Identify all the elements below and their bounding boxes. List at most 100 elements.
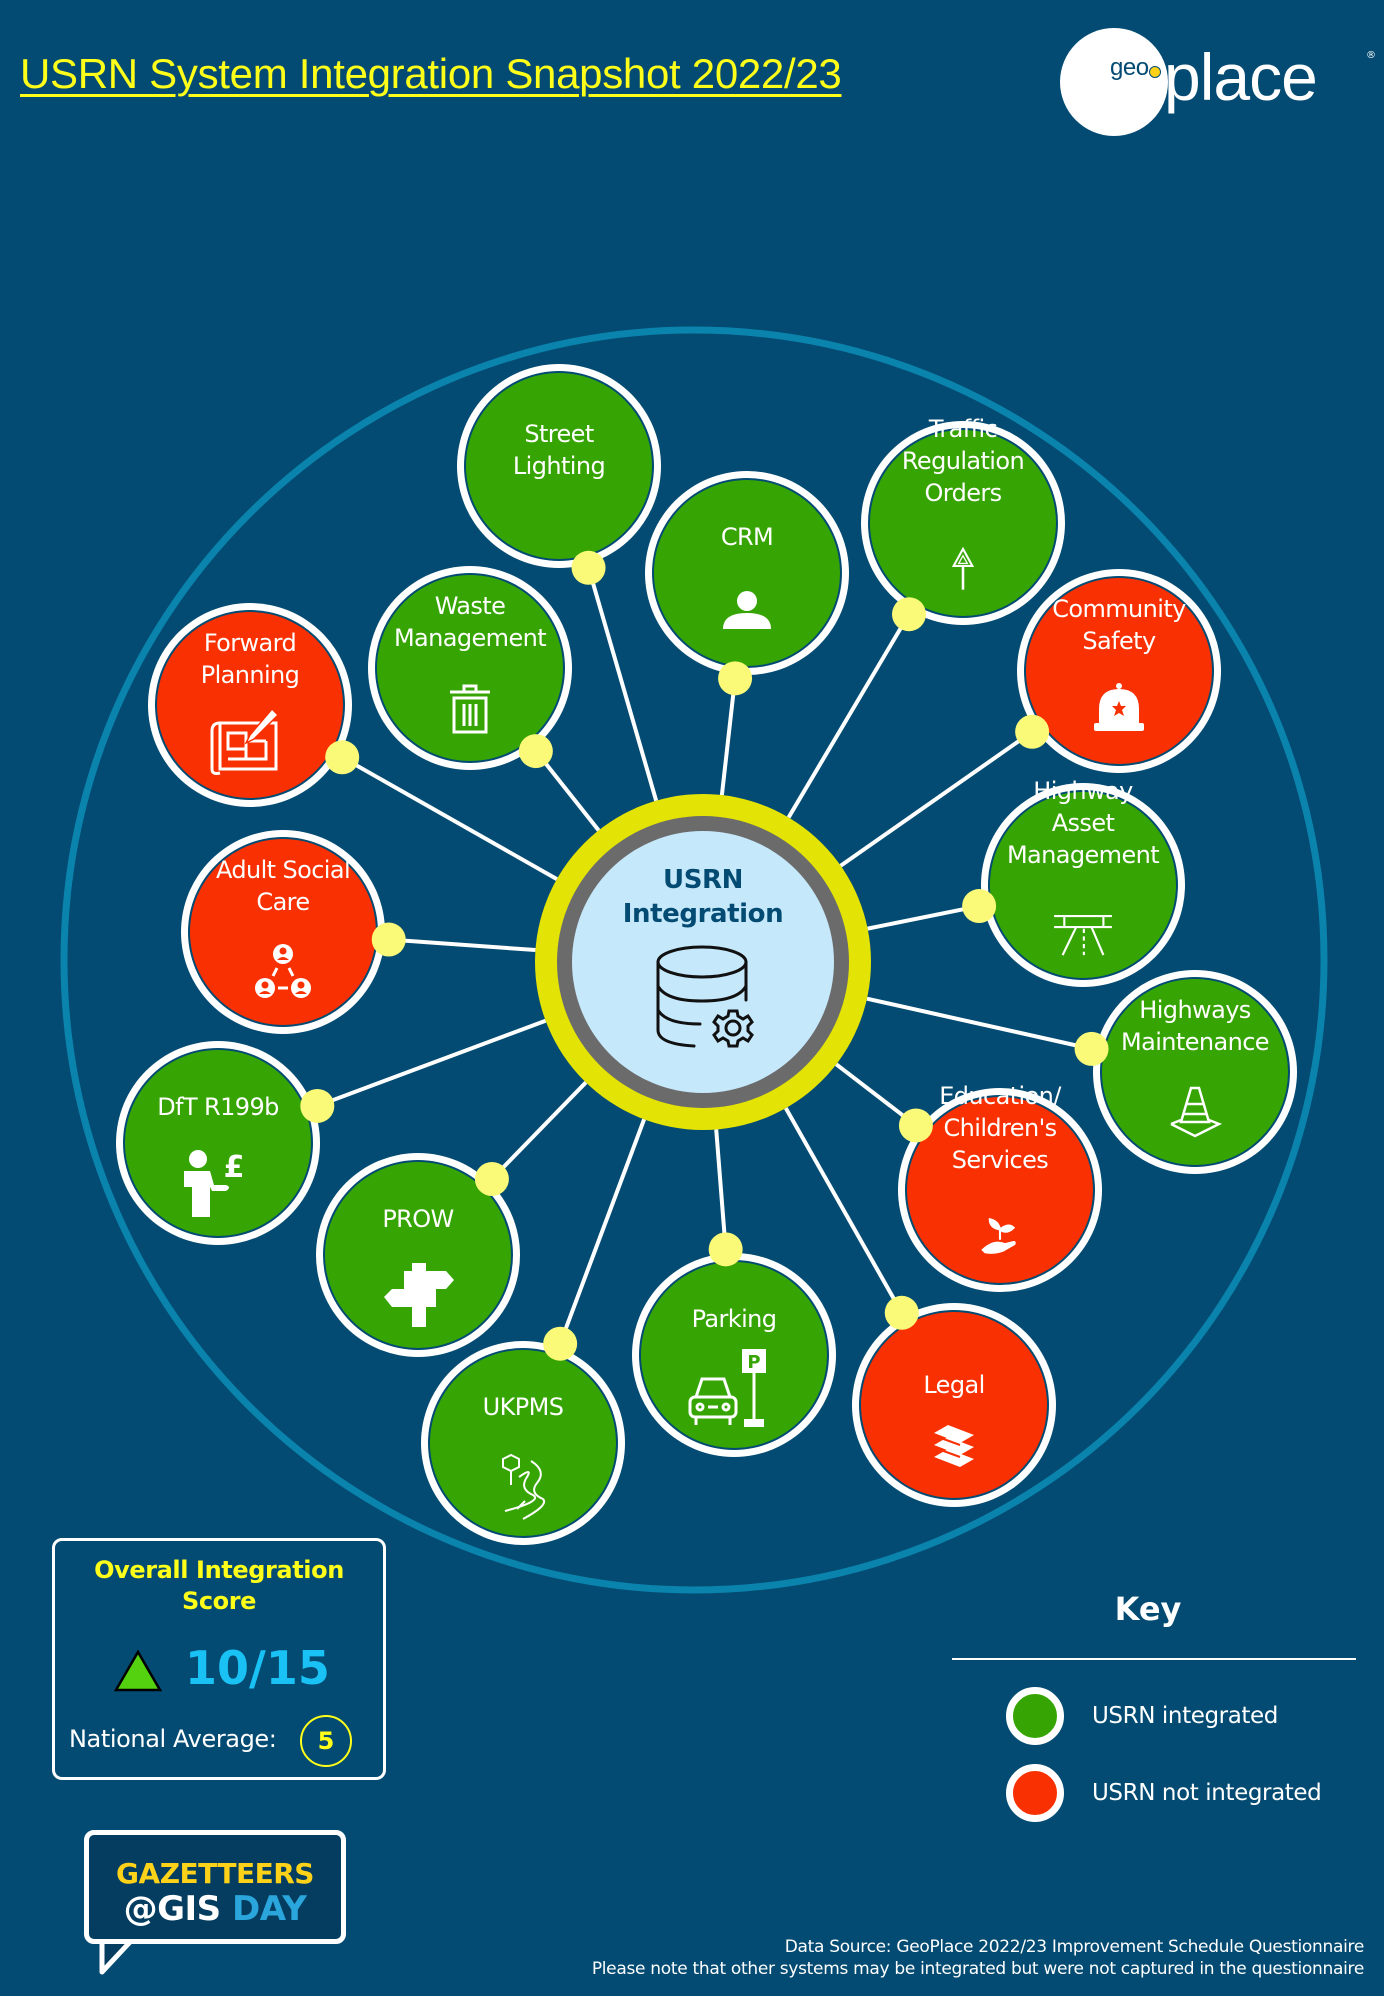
trash-bin-icon	[450, 684, 490, 734]
system-label: Community	[1052, 595, 1186, 623]
legend-title: Key	[1114, 1590, 1182, 1628]
connector-line	[867, 904, 980, 931]
system-nodes: Street Lighting CRM Traffic Regulation Orders…	[116, 364, 1297, 1545]
system-node-education-childrens-services: Education/Children's Services	[898, 1082, 1102, 1292]
people-network-icon	[255, 944, 311, 998]
system-label: Care	[256, 888, 309, 916]
system-node-crm: CRM	[645, 471, 849, 675]
system-label: Safety	[1082, 627, 1156, 655]
blueprint-pencil-icon	[210, 707, 280, 775]
system-label: Lighting	[513, 452, 605, 480]
connector-dot	[708, 1232, 743, 1267]
connector-line	[341, 755, 558, 881]
usrn-integration-hub: USRN Integration	[535, 794, 871, 1130]
connector-line	[719, 678, 738, 796]
badge-day: DAY	[231, 1889, 307, 1929]
system-label: Maintenance	[1121, 1028, 1269, 1056]
system-label: Highways	[1139, 996, 1250, 1024]
logo-place-text: place	[1164, 40, 1318, 114]
connector-dot	[300, 1088, 335, 1123]
data-source-text: Data Source: GeoPlace 2022/23 Improvemen…	[784, 1937, 1365, 1957]
system-node-street-lighting: Street Lighting	[457, 364, 661, 568]
legend-label: USRN integrated	[1092, 1703, 1278, 1729]
connector-dot	[474, 1162, 509, 1197]
system-node-dft-r199b: DfT R199b £	[116, 1041, 320, 1245]
database-gear-icon	[656, 945, 754, 1048]
badge-line-1: GAZETTEERS	[116, 1857, 314, 1890]
system-label: DfT R199b	[157, 1093, 279, 1121]
connector-dot	[518, 734, 553, 769]
connector-dot	[543, 1326, 578, 1361]
presenter-pound-icon: £	[184, 1150, 244, 1217]
system-node-ukpms: UKPMS	[421, 1341, 625, 1545]
system-label: Parking	[692, 1305, 777, 1333]
logo-dot-icon	[1149, 66, 1161, 78]
books-icon	[934, 1425, 974, 1470]
connector-dot	[371, 922, 406, 957]
connector-dot	[718, 661, 753, 696]
hand-plant-icon	[981, 1218, 1016, 1254]
badge-box: GAZETTEERS @GIS DAY	[84, 1830, 346, 1944]
national-average-label: National Average:	[69, 1725, 277, 1753]
score-value: 10/15	[185, 1641, 330, 1695]
system-node-highway-asset-management: Highway Asset Management	[981, 777, 1185, 987]
connector-line	[558, 1118, 646, 1345]
system-label: Highway	[1033, 777, 1133, 805]
connector-line	[839, 730, 1034, 868]
police-helmet-icon	[1094, 683, 1144, 731]
connector-line	[714, 1129, 728, 1250]
speech-bubble-tail-icon	[99, 1938, 132, 1975]
geoplace-logo: geo place ®	[1058, 28, 1378, 140]
legend-item-integrated: USRN integrated	[1006, 1680, 1278, 1752]
data-source-footer: Data Source: GeoPlace 2022/23 Improvemen…	[592, 1936, 1364, 1980]
system-node-legal: Legal	[852, 1303, 1056, 1507]
system-node-prow: PROW	[316, 1153, 520, 1357]
system-label: Orders	[924, 479, 1001, 507]
legend-divider	[952, 1658, 1356, 1660]
logo-geo-text: geo	[1110, 54, 1149, 81]
traffic-cone-icon	[1170, 1086, 1223, 1138]
connector-dot	[1015, 714, 1050, 749]
system-label: Management	[1007, 841, 1159, 869]
system-label: Street	[524, 420, 594, 448]
legend-item-not-integrated: USRN not integrated	[1006, 1757, 1322, 1829]
system-node-traffic-regulation-orders: Traffic Regulation Orders	[861, 415, 1065, 625]
national-average-badge: 5	[300, 1715, 352, 1767]
system-node-community-safety: Community Safety	[1017, 569, 1221, 773]
gazetteers-gis-day-badge: GAZETTEERS @GIS DAY	[84, 1830, 350, 1980]
road-gantry-icon	[1054, 914, 1112, 956]
svg-text:P: P	[747, 1352, 760, 1373]
connector-dot	[884, 1295, 919, 1330]
system-label: Legal	[923, 1371, 984, 1399]
car-parking-icon: P	[688, 1349, 766, 1427]
badge-line-2: @GIS DAY	[89, 1889, 341, 1929]
system-label: Services	[952, 1146, 1048, 1174]
connector-line	[866, 996, 1092, 1051]
winding-road-icon	[502, 1453, 545, 1520]
connector-dot	[325, 740, 360, 775]
system-label: Management	[394, 624, 546, 652]
connector-line	[388, 937, 536, 953]
person-icon	[723, 591, 771, 629]
system-node-highways-maintenance: Highways Maintenance	[1093, 970, 1297, 1174]
system-label: PROW	[382, 1205, 453, 1233]
system-label: Adult Social	[216, 856, 350, 884]
overall-score-card: Overall Integration Score 10/15 National…	[52, 1538, 386, 1780]
logo-circle	[1060, 28, 1168, 136]
system-label: Children's	[944, 1114, 1057, 1142]
system-label: Waste	[435, 592, 506, 620]
connector-line	[316, 1018, 547, 1108]
connector-line	[586, 567, 659, 802]
badge-at-gis: @GIS	[123, 1889, 222, 1929]
system-node-waste-management: Waste Management	[368, 566, 572, 770]
hub-label-line-2: Integration	[623, 899, 784, 929]
svg-text:£: £	[224, 1150, 245, 1185]
road-sign-icon	[951, 546, 975, 590]
system-node-forward-planning: Forward Planning	[148, 603, 352, 807]
connector-dot	[891, 597, 926, 632]
registered-mark: ®	[1366, 50, 1376, 61]
outer-ring	[60, 326, 1328, 1594]
legend-label: USRN not integrated	[1092, 1780, 1322, 1806]
system-label: Planning	[201, 661, 300, 689]
